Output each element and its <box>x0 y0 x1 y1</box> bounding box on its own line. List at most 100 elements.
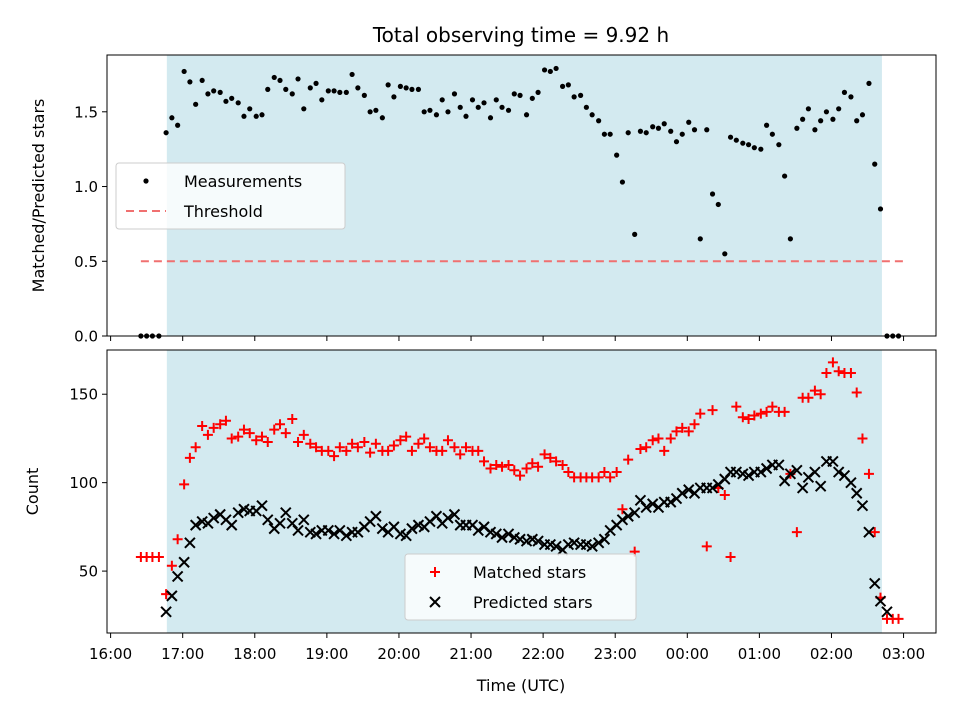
predicted-stars-point <box>280 507 292 519</box>
measurements-point <box>812 127 818 133</box>
matched-stars-point <box>251 435 262 446</box>
x-tick-label: 03:00 <box>882 645 925 663</box>
measurements-point <box>493 97 499 103</box>
matched-stars-point <box>731 401 742 412</box>
predicted-stars-point <box>665 496 677 508</box>
measurements-point <box>475 104 481 110</box>
measurements-point <box>163 130 169 136</box>
matched-stars-point <box>226 433 237 444</box>
measurements-point <box>614 152 620 158</box>
matched-stars-point <box>611 467 622 478</box>
x-tick-label: 02:00 <box>810 645 853 663</box>
predicted-stars-point <box>676 487 688 499</box>
matched-stars-point <box>707 405 718 416</box>
ratio-panel: 0.0 0.5 1.0 1.5 Matched/Predicted stars Mea… <box>29 54 937 346</box>
predicted-stars-point <box>226 519 238 531</box>
matched-stars-point <box>551 456 562 467</box>
matched-stars-point <box>208 422 219 433</box>
matched-stars-point <box>683 426 694 437</box>
matched-stars-point <box>305 438 316 449</box>
measurements-point <box>481 100 487 106</box>
measurements-point <box>205 91 211 97</box>
predicted-stars-point <box>683 484 695 496</box>
matched-stars-point <box>419 433 430 444</box>
matched-stars-point <box>623 454 634 465</box>
predicted-stars-point <box>616 514 629 526</box>
measurements-point <box>355 85 361 91</box>
measurements-point <box>661 121 667 127</box>
matched-stars-point <box>359 436 370 447</box>
count-y-axis-label: Count <box>23 468 42 516</box>
matched-stars-point <box>352 442 363 453</box>
measurements-point <box>589 112 595 118</box>
measurements-point <box>691 127 698 133</box>
measurements-point <box>259 112 265 118</box>
measurements-point <box>632 231 638 237</box>
measurements-point <box>241 113 247 119</box>
x-tick-label: 22:00 <box>522 645 565 663</box>
count-panel: 50 100 150 16:00 17:00 18:00 19:00 20:00 21:00 2… <box>23 349 937 695</box>
matched-stars-point <box>220 415 231 426</box>
measurements-point <box>559 83 566 89</box>
matched-stars-point <box>479 456 490 467</box>
measurements-point <box>751 145 757 151</box>
measurements-point <box>511 91 517 97</box>
matched-stars-point <box>605 472 616 483</box>
matched-stars-point <box>298 429 309 440</box>
matched-stars-point <box>497 461 508 472</box>
chart-title: Total observing time = 9.92 h <box>372 23 669 47</box>
predicted-stars-point <box>881 606 893 618</box>
x-tick-label: 16:00 <box>89 645 132 663</box>
measurements-point <box>818 118 824 124</box>
count-marks <box>135 357 904 624</box>
measurements-point <box>325 88 331 94</box>
predicted-stars-point <box>796 482 809 494</box>
matched-stars-point <box>851 387 862 398</box>
measurements-point <box>181 68 187 75</box>
matched-stars-point <box>803 392 814 403</box>
matched-stars-point <box>179 479 190 490</box>
ratio-legend: Measurements Threshold <box>115 162 346 230</box>
predicted-stars-point <box>592 537 605 549</box>
measurements-point <box>331 88 337 94</box>
measurements-point <box>565 82 571 88</box>
measurements-point <box>343 89 349 95</box>
threshold-legend-label: Threshold <box>183 202 263 221</box>
measurements-point <box>668 128 674 134</box>
legend-box <box>115 162 346 230</box>
predicted-stars-point <box>568 537 580 549</box>
measurements-point <box>583 104 589 110</box>
matched-stars-point <box>665 433 676 444</box>
measurements-point <box>787 236 793 242</box>
measurements-point <box>709 191 716 197</box>
matched-stars-point <box>761 406 772 417</box>
matched-stars-point <box>256 431 267 442</box>
predicted-stars-point <box>874 595 887 607</box>
measurements-legend-swatch <box>143 178 149 184</box>
measurements-point <box>499 104 505 110</box>
measurements-point <box>854 118 860 124</box>
x-tick-label: 19:00 <box>305 645 348 663</box>
matched-stars-point <box>190 442 201 453</box>
measurements-point <box>247 106 253 112</box>
measurements-point <box>866 80 872 86</box>
y-tick-label: 50 <box>79 563 98 581</box>
matched-stars-point <box>695 408 706 419</box>
measurements-point <box>794 125 800 131</box>
matched-stars-point <box>509 465 520 476</box>
predicted-stars-point <box>262 514 274 526</box>
measurements-point <box>319 97 325 103</box>
measurements-point <box>836 106 842 112</box>
predicted-stars-point <box>502 528 515 540</box>
measurements-point <box>463 113 469 119</box>
matched-stars-point <box>424 442 435 453</box>
measurements-point <box>758 146 764 152</box>
ratio-axes-frame <box>106 54 937 337</box>
matched-stars-point <box>719 490 730 501</box>
matched-stars-point <box>341 445 352 456</box>
matched-stars-point <box>833 366 844 377</box>
predicted-stars-point <box>448 508 461 521</box>
matched-stars-point <box>521 463 532 474</box>
measurements-point <box>655 125 662 131</box>
measurements-point <box>805 106 812 112</box>
